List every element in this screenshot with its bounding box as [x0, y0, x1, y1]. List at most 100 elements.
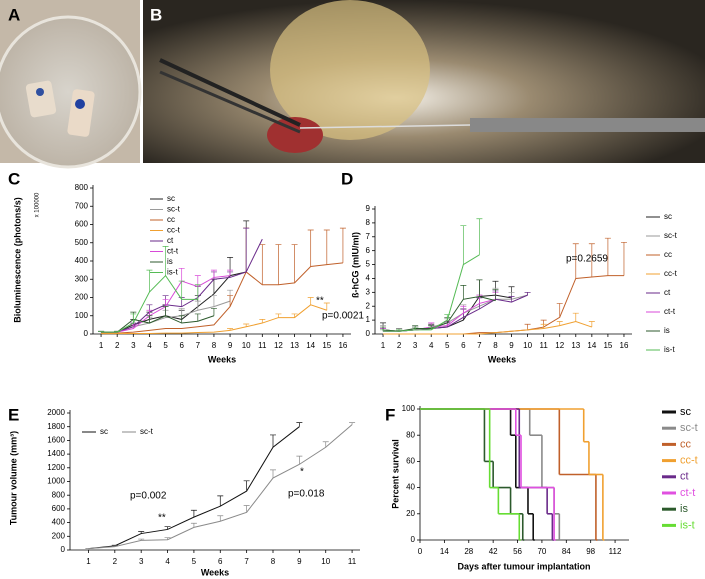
y-tick-label: 1: [366, 315, 371, 324]
error-bar: [194, 313, 201, 322]
error-bar: [243, 480, 250, 492]
error-bar: [275, 244, 282, 285]
x-tick-label: 0: [418, 547, 423, 556]
legend-label: cc: [680, 438, 692, 450]
y-tick-label: 7: [366, 232, 371, 241]
error-bar: [130, 313, 137, 324]
y-tick-label: 0: [411, 535, 416, 544]
x-tick-label: 5: [445, 341, 450, 350]
series-line: [101, 304, 327, 335]
error-bar: [524, 323, 531, 330]
y-tick-label: 200: [52, 531, 66, 540]
x-tick-label: 2: [113, 557, 118, 566]
error-bar: [291, 244, 298, 283]
legend-label: ct-t: [664, 307, 676, 316]
photo-b: B: [143, 0, 705, 163]
x-tick-label: 15: [603, 341, 612, 350]
legend-label: sc: [100, 427, 108, 436]
error-bar: [524, 291, 531, 296]
y-axis-label: ß-hCG (mIU/ml): [350, 232, 360, 298]
y-tick-label: 1800: [47, 422, 65, 431]
error-bar: [307, 297, 314, 305]
x-tick-label: 16: [620, 341, 629, 350]
x-tick-label: 8: [493, 341, 498, 350]
legend-label: cc-t: [167, 226, 181, 235]
x-tick-label: 6: [179, 341, 184, 350]
x-tick-label: 3: [413, 341, 418, 350]
error-bar: [217, 495, 224, 507]
error-bar: [210, 269, 217, 278]
x-tick-label: 11: [258, 341, 267, 350]
error-bar: [296, 422, 303, 427]
x-tick-label: 2: [115, 341, 120, 350]
x-tick-label: 12: [555, 341, 564, 350]
legend-label: ct-t: [680, 487, 695, 499]
annotation: *: [300, 467, 304, 478]
series-line: [382, 294, 528, 332]
series-line: [382, 295, 496, 332]
x-axis-label: Days after tumour implantation: [457, 561, 590, 571]
error-bar: [210, 308, 217, 316]
annotation: **: [316, 296, 324, 307]
x-tick-label: 6: [461, 341, 466, 350]
x-tick-label: 70: [537, 547, 546, 556]
panel-label: B: [150, 5, 162, 24]
x-tick-label: 6: [218, 557, 223, 566]
legend-label: ct: [680, 471, 689, 483]
x-tick-label: 9: [228, 341, 233, 350]
error-bar: [178, 267, 185, 282]
y-axis-label: Percent survival: [390, 439, 400, 509]
panel-label: C: [8, 169, 20, 188]
error-bar: [572, 243, 579, 279]
error-bar: [307, 229, 314, 267]
error-bar: [572, 312, 579, 322]
y-tick-label: 400: [75, 256, 89, 265]
error-bar: [243, 505, 250, 513]
error-bar: [588, 243, 595, 278]
legend-label: cc: [664, 250, 672, 259]
error-bar: [162, 298, 169, 307]
x-tick-label: 28: [464, 547, 473, 556]
y-tick-label: 1600: [47, 436, 65, 445]
x-tick-label: 15: [322, 341, 331, 350]
y-tick-label: 3: [366, 287, 371, 296]
x-tick-label: 8: [212, 341, 217, 350]
annotation: p=0.0021: [322, 311, 364, 322]
y-tick-label: 60: [406, 457, 415, 466]
x-tick-label: 4: [429, 341, 434, 350]
x-tick-label: 4: [147, 341, 152, 350]
error-bar: [227, 269, 234, 276]
error-bar: [508, 296, 515, 303]
y-tick-label: 2000: [47, 408, 65, 417]
error-bar: [162, 246, 169, 276]
y-tick-label: 600: [52, 504, 66, 513]
error-bar: [146, 309, 153, 316]
x-tick-label: 1: [99, 341, 104, 350]
error-bar: [194, 284, 201, 300]
error-bar: [162, 306, 169, 316]
legend-label: is: [680, 503, 688, 515]
x-tick-label: 13: [290, 341, 299, 350]
x-tick-label: 4: [165, 557, 170, 566]
legend-label: cc: [167, 215, 175, 224]
error-bar: [476, 279, 483, 297]
error-bar: [270, 434, 276, 448]
x-tick-label: 10: [242, 341, 251, 350]
legend-label: sc-t: [664, 231, 678, 240]
error-bar: [476, 218, 483, 255]
y-tick-label: 4: [366, 274, 371, 283]
y-tick-label: 600: [75, 220, 89, 229]
x-axis-label: Weeks: [208, 354, 236, 364]
y-tick-label: 1000: [47, 477, 65, 486]
x-tick-label: 9: [297, 557, 302, 566]
x-tick-label: 84: [562, 547, 571, 556]
y-tick-label: 100: [75, 311, 89, 320]
series-line: [101, 274, 198, 333]
legend-label: cc-t: [680, 455, 698, 467]
x-tick-label: 14: [306, 341, 315, 350]
series-line: [383, 294, 528, 332]
legend-label: sc: [167, 194, 175, 203]
legend-label: is: [664, 326, 670, 335]
y-tick-label: 800: [52, 490, 66, 499]
error-bar: [460, 225, 467, 265]
